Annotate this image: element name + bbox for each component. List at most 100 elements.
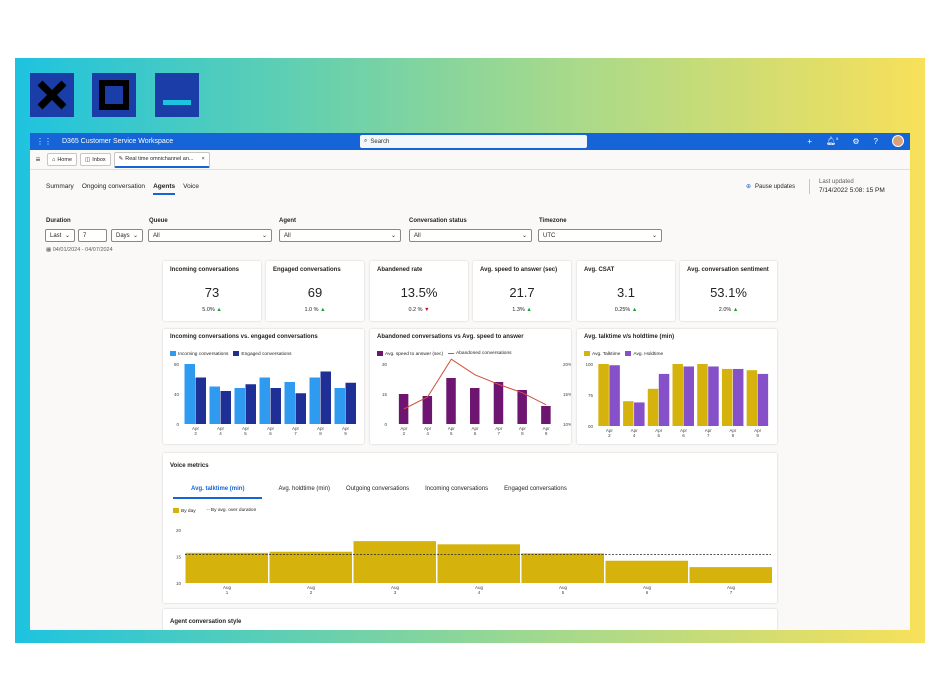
bar (220, 391, 231, 424)
duration-count-input[interactable]: 7 (78, 229, 107, 242)
tab-talktime[interactable]: Avg. talktime (min) (173, 486, 263, 499)
kpi-value: 69 (307, 285, 323, 300)
tab-holdtime[interactable]: Avg. holdtime (min) (278, 486, 331, 492)
close-icon[interactable] (30, 73, 74, 117)
menu-icon[interactable]: ≡ (35, 155, 41, 164)
notification-icon[interactable]: 🔔︎8 (825, 136, 839, 146)
bar (683, 366, 694, 426)
minimize-icon[interactable] (155, 73, 199, 117)
agent-style-title: Agent conversation style (170, 619, 242, 625)
bar (721, 368, 733, 426)
x-tick-label: Apr (217, 426, 225, 431)
x-tick-label: 6 (474, 431, 477, 436)
x-tick-label: Apr (317, 426, 325, 431)
pencil-icon: ✎ (118, 156, 124, 162)
maximize-icon[interactable] (92, 73, 136, 117)
chevron-down-icon: ⌄ (64, 233, 70, 239)
kpi-value: 21.7 (509, 285, 535, 300)
x-tick-label: Apr (242, 426, 250, 431)
x-tick-label: Apr (471, 426, 479, 431)
voice-title: Voice metrics (170, 463, 209, 469)
x-tick-label: Apr (680, 428, 688, 433)
tab-inbox[interactable]: ◫ Inbox (80, 153, 111, 166)
bar (245, 384, 256, 424)
bar (732, 368, 744, 426)
kpi-title: Abandened rate (377, 267, 423, 273)
tab-realtime[interactable]: ✎ Real time omnichannel an... × (113, 151, 210, 168)
legend-speed: Avg. speed to answer (sec) (377, 351, 443, 357)
x-tick-label: Aug (643, 585, 652, 590)
tab-home[interactable]: ⌂ Home (47, 153, 77, 166)
y-tick-label: 0 (176, 422, 179, 427)
timezone-select[interactable]: UTC ⌄ (538, 229, 662, 242)
settings-icon[interactable]: ⚙ (852, 136, 860, 146)
chart-title: Abandoned conversations vs Avg. speed to… (377, 334, 524, 340)
duration-unit-select[interactable]: Days ⌄ (111, 229, 143, 242)
x-tick-label: 7 (497, 431, 500, 436)
help-icon[interactable]: ? (873, 136, 878, 146)
bar (672, 364, 683, 426)
kpi-value: 53.1% (710, 285, 747, 300)
x-tick-label: 6 (646, 590, 649, 595)
bar (345, 382, 356, 424)
bar (184, 364, 195, 424)
bar (259, 377, 270, 424)
x-tick-label: Apr (519, 426, 527, 431)
pause-updates-button[interactable]: ⊕ Pause updates (746, 183, 796, 191)
tab-ongoing-conversation[interactable]: Ongoing conversation (81, 183, 146, 190)
legend-holdtime: Avg. Holdtime (625, 351, 663, 357)
y-tick-label-right: 20% (563, 362, 571, 367)
kpi-card: Avg. speed to answer (sec) 21.7 1.3% ▲ (473, 261, 571, 321)
x-tick-label: 8 (521, 431, 524, 436)
bar (605, 560, 688, 583)
x-tick-label: Apr (192, 426, 200, 431)
legend-abandoned: Abandoned conversations (448, 351, 512, 356)
arrow-up-icon: ▲ (732, 307, 739, 313)
avatar[interactable] (892, 135, 904, 147)
search-input[interactable]: ⌕ Search (360, 135, 587, 148)
tab-voice[interactable]: Voice (183, 183, 199, 190)
x-tick-label: Aug (223, 585, 232, 590)
agent-select[interactable]: All ⌄ (279, 229, 401, 242)
legend-incoming: Incoming conversations (170, 351, 228, 357)
x-tick-label: Apr (495, 426, 503, 431)
chevron-down-icon: ⌄ (521, 233, 527, 239)
close-tab-icon[interactable]: × (201, 156, 205, 162)
bar (334, 388, 345, 424)
x-tick-label: Apr (655, 428, 663, 433)
tab-incoming[interactable]: Incoming conversations (425, 486, 489, 492)
timezone-label: Timezone (539, 218, 567, 224)
agent-style-card: Agent conversation style (163, 609, 777, 630)
status-select[interactable]: All ⌄ (409, 229, 532, 242)
y-tick-label: 0 (384, 422, 387, 427)
arrow-up-icon: ▲ (320, 307, 326, 313)
bar (697, 364, 708, 426)
x-tick-label: Aug (307, 585, 316, 590)
x-tick-label: Apr (729, 428, 737, 433)
waffle-icon[interactable]: ⋮⋮ (36, 137, 52, 146)
app-title: D365 Customer Service Workspace (62, 138, 174, 145)
pause-icon: ⊕ (746, 184, 752, 190)
x-tick-label: Apr (543, 426, 551, 431)
tab-outgoing[interactable]: Outgoing conversations (346, 486, 410, 492)
kpi-card: Avg. CSAT 3.1 0.25% ▲ (577, 261, 675, 321)
bar (398, 394, 409, 424)
tab-summary[interactable]: Summary (46, 183, 74, 190)
chevron-down-icon: ⌄ (132, 233, 138, 239)
duration-mode-select[interactable]: Last ⌄ (45, 229, 75, 242)
add-icon[interactable]: + (807, 136, 812, 146)
y-tick-label: 75 (588, 393, 594, 398)
queue-select[interactable]: All ⌄ (148, 229, 272, 242)
y-tick-label: 10 (176, 581, 182, 586)
bar (541, 406, 551, 424)
tab-agents[interactable]: Agents (153, 183, 176, 195)
x-tick-label: 1 (226, 590, 229, 595)
x-tick-label: 7 (707, 433, 710, 438)
x-tick-label: 2 (608, 433, 611, 438)
chevron-down-icon: ⌄ (261, 233, 267, 239)
x-tick-label: Apr (754, 428, 762, 433)
tab-engaged[interactable]: Engaged conversations (504, 486, 567, 492)
chevron-down-icon: ⌄ (390, 233, 396, 239)
bar (609, 365, 620, 426)
